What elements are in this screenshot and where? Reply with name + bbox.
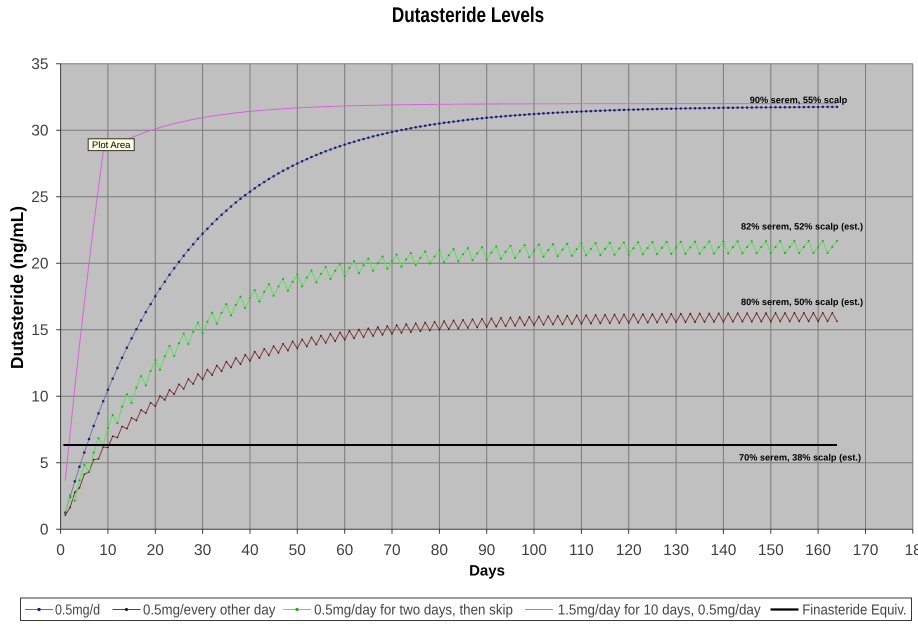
svg-text:10: 10 <box>99 542 117 559</box>
svg-text:70% serem, 38% scalp (est.): 70% serem, 38% scalp (est.) <box>739 453 861 463</box>
svg-text:30: 30 <box>31 122 49 139</box>
svg-text:160: 160 <box>805 542 831 559</box>
svg-text:0.5mg/every other day: 0.5mg/every other day <box>143 602 276 618</box>
svg-text:170: 170 <box>853 542 879 559</box>
svg-text:70: 70 <box>383 542 401 559</box>
svg-text:30: 30 <box>194 542 212 559</box>
svg-text:10: 10 <box>31 388 49 405</box>
svg-text:130: 130 <box>663 542 689 559</box>
svg-text:Finasteride Equiv.: Finasteride Equiv. <box>802 602 906 618</box>
svg-text:90% serem, 55% scalp: 90% serem, 55% scalp <box>750 95 848 105</box>
svg-text:82% serem, 52% scalp (est.): 82% serem, 52% scalp (est.) <box>741 222 863 232</box>
svg-text:Plot Area: Plot Area <box>92 140 131 151</box>
svg-text:20: 20 <box>31 255 49 272</box>
svg-text:35: 35 <box>31 56 48 73</box>
svg-text:80: 80 <box>431 542 449 559</box>
svg-text:Dutasteride Levels: Dutasteride Levels <box>392 4 544 27</box>
svg-text:0: 0 <box>56 542 65 559</box>
svg-text:Dutasteride (ng/mL): Dutasteride (ng/mL) <box>7 206 27 369</box>
svg-text:120: 120 <box>616 542 642 559</box>
svg-text:80% serem, 50% scalp (est.): 80% serem, 50% scalp (est.) <box>741 297 863 307</box>
svg-text:0.5mg/d: 0.5mg/d <box>55 602 100 618</box>
svg-text:40: 40 <box>241 542 259 559</box>
svg-text:60: 60 <box>336 542 354 559</box>
svg-text:1.5mg/day for 10 days, 0.5mg/d: 1.5mg/day for 10 days, 0.5mg/day <box>558 602 762 618</box>
svg-text:100: 100 <box>521 542 547 559</box>
svg-text:180: 180 <box>905 542 918 559</box>
svg-text:20: 20 <box>147 542 165 559</box>
svg-text:Days: Days <box>469 563 505 580</box>
svg-text:150: 150 <box>758 542 784 559</box>
svg-text:15: 15 <box>31 322 48 339</box>
svg-text:90: 90 <box>478 542 496 559</box>
svg-text:140: 140 <box>710 542 736 559</box>
svg-text:110: 110 <box>569 542 594 559</box>
svg-text:0: 0 <box>40 521 49 538</box>
svg-text:50: 50 <box>289 542 307 559</box>
svg-text:0.5mg/day for two days, then s: 0.5mg/day for two days, then skip <box>314 602 513 618</box>
svg-text:5: 5 <box>40 455 49 472</box>
svg-text:25: 25 <box>31 189 48 206</box>
